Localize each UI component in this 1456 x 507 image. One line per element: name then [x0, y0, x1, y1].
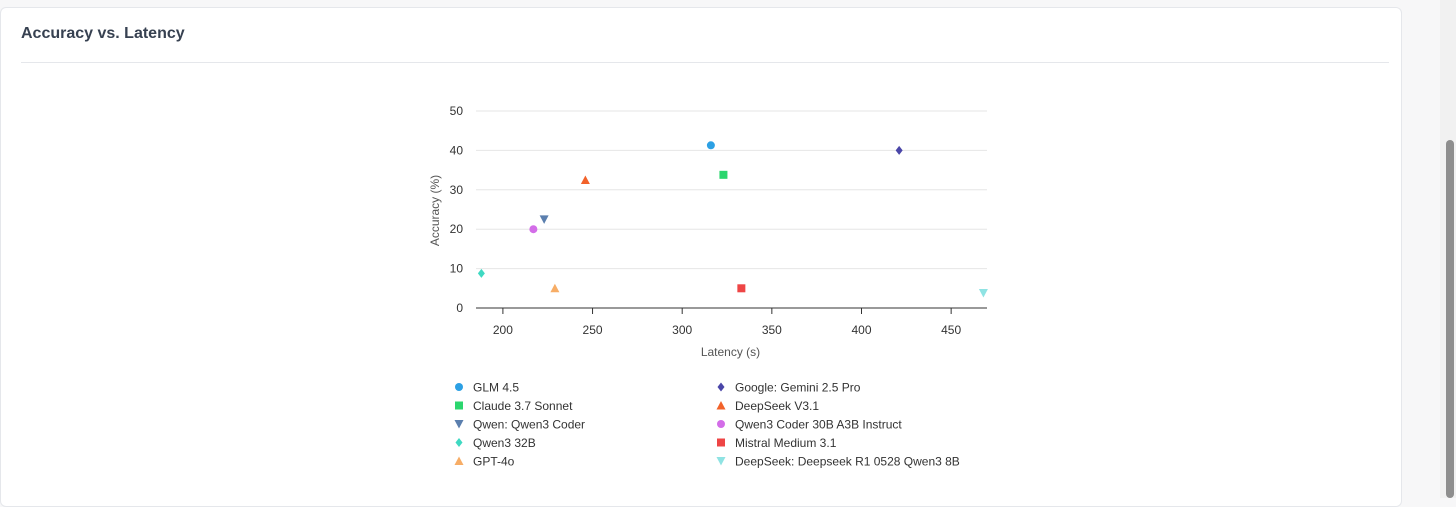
data-point	[580, 175, 590, 184]
y-tick-label: 0	[456, 301, 463, 315]
data-point	[550, 283, 560, 293]
legend-marker	[454, 420, 464, 429]
chart-card: Accuracy vs. Latency	[0, 7, 1402, 507]
legend-label: DeepSeek V3.1	[735, 399, 819, 413]
legend-marker	[717, 382, 725, 392]
legend-label: GLM 4.5	[473, 381, 519, 395]
x-tick-label: 300	[672, 323, 692, 337]
y-tick-label: 50	[450, 104, 464, 118]
data-point	[895, 145, 903, 155]
title-divider	[21, 62, 1389, 63]
legend-label: Google: Gemini 2.5 Pro	[735, 381, 861, 395]
y-axis-label: Accuracy (%)	[428, 175, 442, 246]
x-tick-label: 450	[941, 323, 961, 337]
legend-label: Claude 3.7 Sonnet	[473, 399, 573, 413]
y-tick-label: 30	[450, 183, 464, 197]
data-point	[719, 170, 728, 179]
x-tick-label: 400	[851, 323, 871, 337]
data-point	[978, 289, 988, 298]
legend-marker	[455, 383, 463, 391]
legend-label: Qwen3 Coder 30B A3B Instruct	[735, 418, 902, 432]
y-tick-label: 40	[450, 143, 464, 157]
y-tick-label: 20	[450, 222, 464, 236]
legend-label: GPT-4o	[473, 455, 515, 469]
scatter-chart: 0 10 20 30 40 50 200 250 300 350 400 450 Latency (s)…	[428, 104, 988, 469]
scrollbar-thumb[interactable]	[1446, 140, 1454, 498]
legend-label: DeepSeek: Deepseek R1 0528 Qwen3 8B	[735, 455, 960, 469]
legend-marker	[455, 438, 463, 447]
legend-marker	[454, 456, 464, 465]
legend-label: Qwen: Qwen3 Coder	[473, 418, 585, 432]
legend-marker	[717, 438, 725, 447]
legend-marker	[717, 420, 725, 428]
data-point	[539, 215, 549, 224]
data-point	[477, 268, 485, 278]
data-point	[706, 141, 715, 150]
legend-marker	[716, 401, 726, 410]
y-tick-label: 10	[450, 262, 464, 276]
x-tick-label: 250	[583, 323, 603, 337]
legend-marker	[455, 401, 463, 410]
legend-label: Qwen3 32B	[473, 436, 536, 450]
x-tick-label: 350	[762, 323, 782, 337]
x-axis-label: Latency (s)	[701, 345, 760, 359]
x-tick-label: 200	[493, 323, 513, 337]
data-point	[529, 225, 538, 234]
legend-marker	[716, 457, 726, 466]
card-title: Accuracy vs. Latency	[21, 25, 185, 42]
data-point	[737, 284, 746, 293]
legend-label: Mistral Medium 3.1	[735, 436, 837, 450]
